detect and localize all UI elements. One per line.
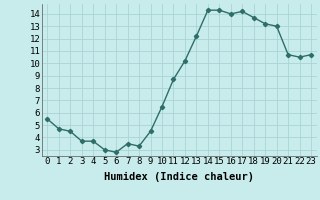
X-axis label: Humidex (Indice chaleur): Humidex (Indice chaleur) <box>104 172 254 182</box>
